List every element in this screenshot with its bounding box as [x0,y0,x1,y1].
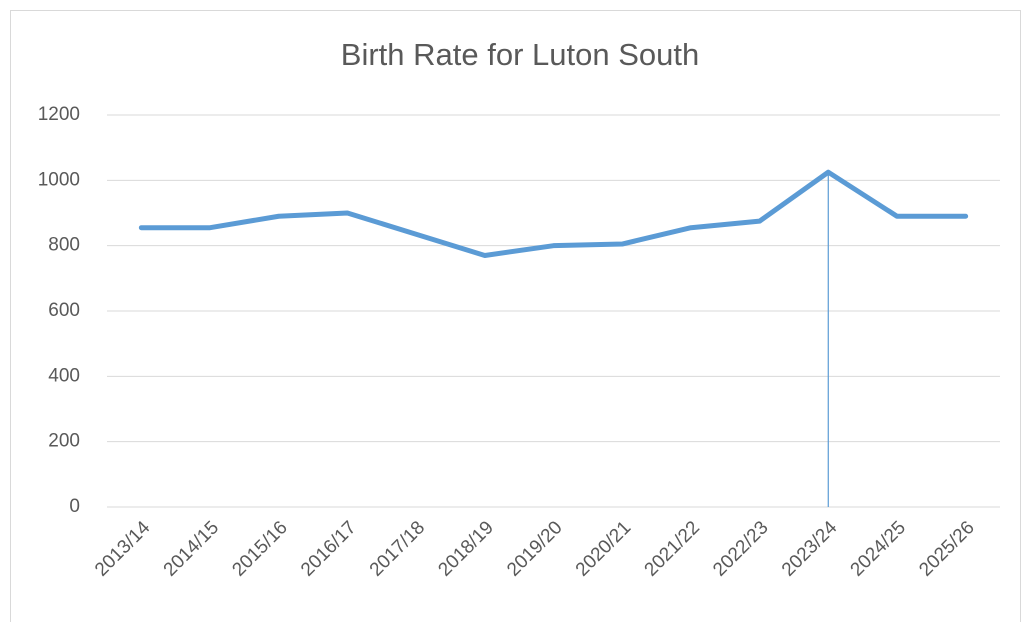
y-tick-label: 0 [69,496,80,517]
y-tick-label: 400 [48,365,80,386]
y-tick-label: 800 [48,235,80,256]
chart-frame [10,10,1021,622]
chart-title: Birth Rate for Luton South [341,37,699,72]
y-tick-label: 1200 [38,104,80,125]
y-tick-label: 1000 [38,169,80,190]
data-line [138,169,969,258]
y-tick-label: 200 [48,431,80,452]
y-tick-label: 600 [48,300,80,321]
